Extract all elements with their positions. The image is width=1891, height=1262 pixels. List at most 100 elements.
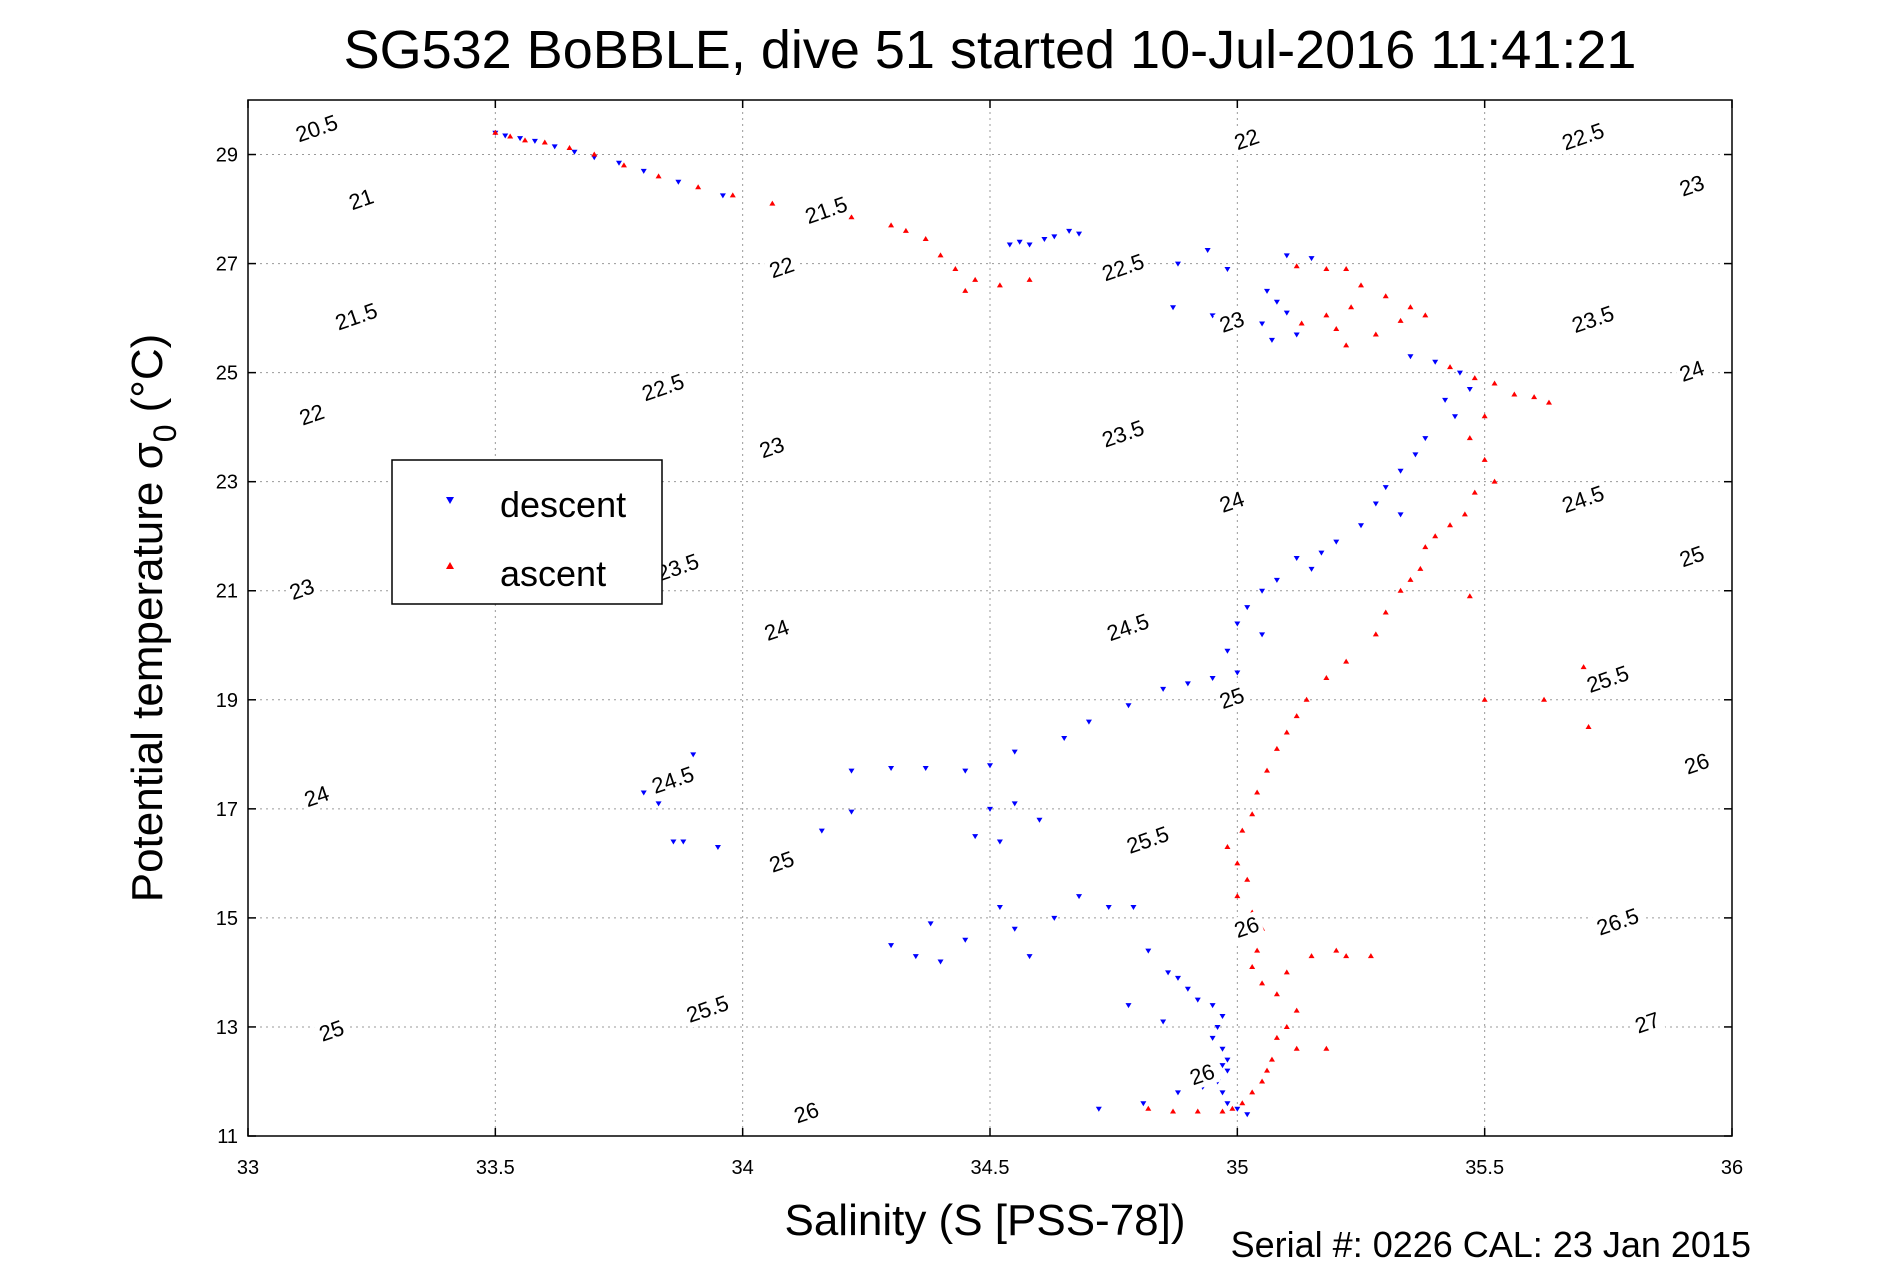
descent-point xyxy=(937,959,944,965)
contour-label: 25.5 xyxy=(1580,659,1635,699)
descent-point xyxy=(680,839,687,845)
descent-point xyxy=(1234,670,1241,676)
ascent-point xyxy=(1343,953,1350,959)
descent-point xyxy=(1308,256,1315,262)
y-tick-label: 21 xyxy=(216,581,238,603)
descent-point xyxy=(888,765,895,771)
contour-label-text: 24.5 xyxy=(649,761,698,799)
ascent-point xyxy=(1234,860,1241,866)
contour-label-background xyxy=(298,779,336,814)
ascent-point xyxy=(1249,811,1256,817)
contour-label-background xyxy=(289,108,344,149)
ascent-point xyxy=(522,137,529,143)
descent-point xyxy=(1125,1003,1132,1009)
contour-label: 24.5 xyxy=(1100,607,1156,648)
ascent-point xyxy=(1422,312,1429,318)
descent-point xyxy=(996,904,1003,910)
descent-point xyxy=(616,160,622,166)
ascent-point xyxy=(1511,391,1518,397)
descent-point xyxy=(1259,321,1266,327)
y-tick-label: 13 xyxy=(216,1017,238,1039)
ascent-legend-marker xyxy=(446,562,454,569)
descent-point xyxy=(1051,234,1058,240)
descent-point xyxy=(1244,605,1251,611)
contour-label-background xyxy=(1228,910,1266,944)
descent-point xyxy=(655,801,662,807)
ascent-point xyxy=(1481,456,1488,462)
descent-point xyxy=(1085,719,1092,725)
contour-label-text: 25.5 xyxy=(683,990,732,1028)
ascent-point xyxy=(1264,767,1271,773)
ascent-point xyxy=(1298,320,1305,326)
ascent-point xyxy=(1367,953,1374,959)
descent-series xyxy=(492,130,1473,1118)
x-tick-label: 35.5 xyxy=(1465,1157,1504,1179)
ascent-point xyxy=(1407,576,1414,582)
y-axis-label-main: Potential temperature σ xyxy=(123,442,172,902)
descent-point xyxy=(1259,588,1266,594)
contour-label: 26 xyxy=(1183,1057,1221,1092)
contour-label-background xyxy=(342,182,380,217)
ascent-point xyxy=(1545,399,1552,405)
descent-point xyxy=(1209,1003,1216,1009)
descent-point xyxy=(1130,904,1137,910)
descent-point xyxy=(640,168,647,174)
y-tick-label: 27 xyxy=(216,254,238,276)
contour-label-text: 25.5 xyxy=(1123,821,1172,859)
contour-label: 22.5 xyxy=(1095,247,1151,288)
ascent-point xyxy=(695,184,702,190)
ascent-point xyxy=(1531,394,1538,400)
contour-label: 25.5 xyxy=(1120,820,1175,860)
descent-point xyxy=(1293,556,1300,562)
contour-label-text: 24.5 xyxy=(1559,480,1608,518)
contour-label: 26.5 xyxy=(1590,901,1645,942)
x-tick-label: 34.5 xyxy=(971,1157,1010,1179)
descent-point xyxy=(670,839,677,845)
descent-point xyxy=(1318,550,1325,556)
contour-label-background xyxy=(680,989,735,1029)
ascent-point xyxy=(1239,827,1246,833)
contour-label-text: 26.5 xyxy=(1593,903,1642,941)
descent-point xyxy=(1308,566,1315,572)
ascent-point xyxy=(1259,1078,1266,1084)
descent-point xyxy=(1011,926,1018,932)
contour-label: 23 xyxy=(283,572,321,606)
descent-point xyxy=(1204,247,1211,253)
contour-label: 22 xyxy=(293,397,331,432)
contour-label-text: 24.5 xyxy=(1104,609,1153,647)
ascent-point xyxy=(1234,893,1241,899)
contour-label-background xyxy=(635,367,691,408)
ascent-point xyxy=(1264,1067,1271,1073)
contour-label: 24.5 xyxy=(1555,479,1611,519)
ascent-point xyxy=(1323,312,1330,318)
descent-point xyxy=(912,954,919,960)
descent-point xyxy=(1283,310,1290,316)
contour-label-text: 23.5 xyxy=(1569,300,1618,338)
contour-label-background xyxy=(1628,1005,1666,1040)
descent-point xyxy=(1382,485,1389,491)
ascent-point xyxy=(655,173,662,179)
legend-ascent-label: ascent xyxy=(500,553,606,594)
descent-point xyxy=(1397,512,1404,518)
ascent-point xyxy=(1541,696,1548,702)
contour-label-background xyxy=(1100,607,1156,648)
descent-point xyxy=(1219,1046,1226,1052)
contour-label: 25 xyxy=(313,1014,351,1048)
descent-point xyxy=(1224,1101,1231,1107)
contour-label: 25 xyxy=(1213,681,1251,715)
descent-point xyxy=(987,806,993,812)
descent-point xyxy=(1174,975,1181,981)
ascent-point xyxy=(1239,1100,1246,1106)
descent-point xyxy=(1273,577,1280,583)
ascent-point xyxy=(1417,565,1424,571)
ascent-point xyxy=(620,162,627,168)
ascent-point xyxy=(1283,969,1290,975)
grid-lines xyxy=(248,100,1732,1136)
ascent-point xyxy=(1219,1108,1226,1114)
ascent-point xyxy=(962,287,969,293)
contour-label: 22 xyxy=(763,250,801,285)
ascent-point xyxy=(1323,1045,1330,1051)
contour-label: 23 xyxy=(1673,168,1711,203)
contour-label: 23 xyxy=(1213,305,1251,339)
contour-label-background xyxy=(753,430,791,465)
